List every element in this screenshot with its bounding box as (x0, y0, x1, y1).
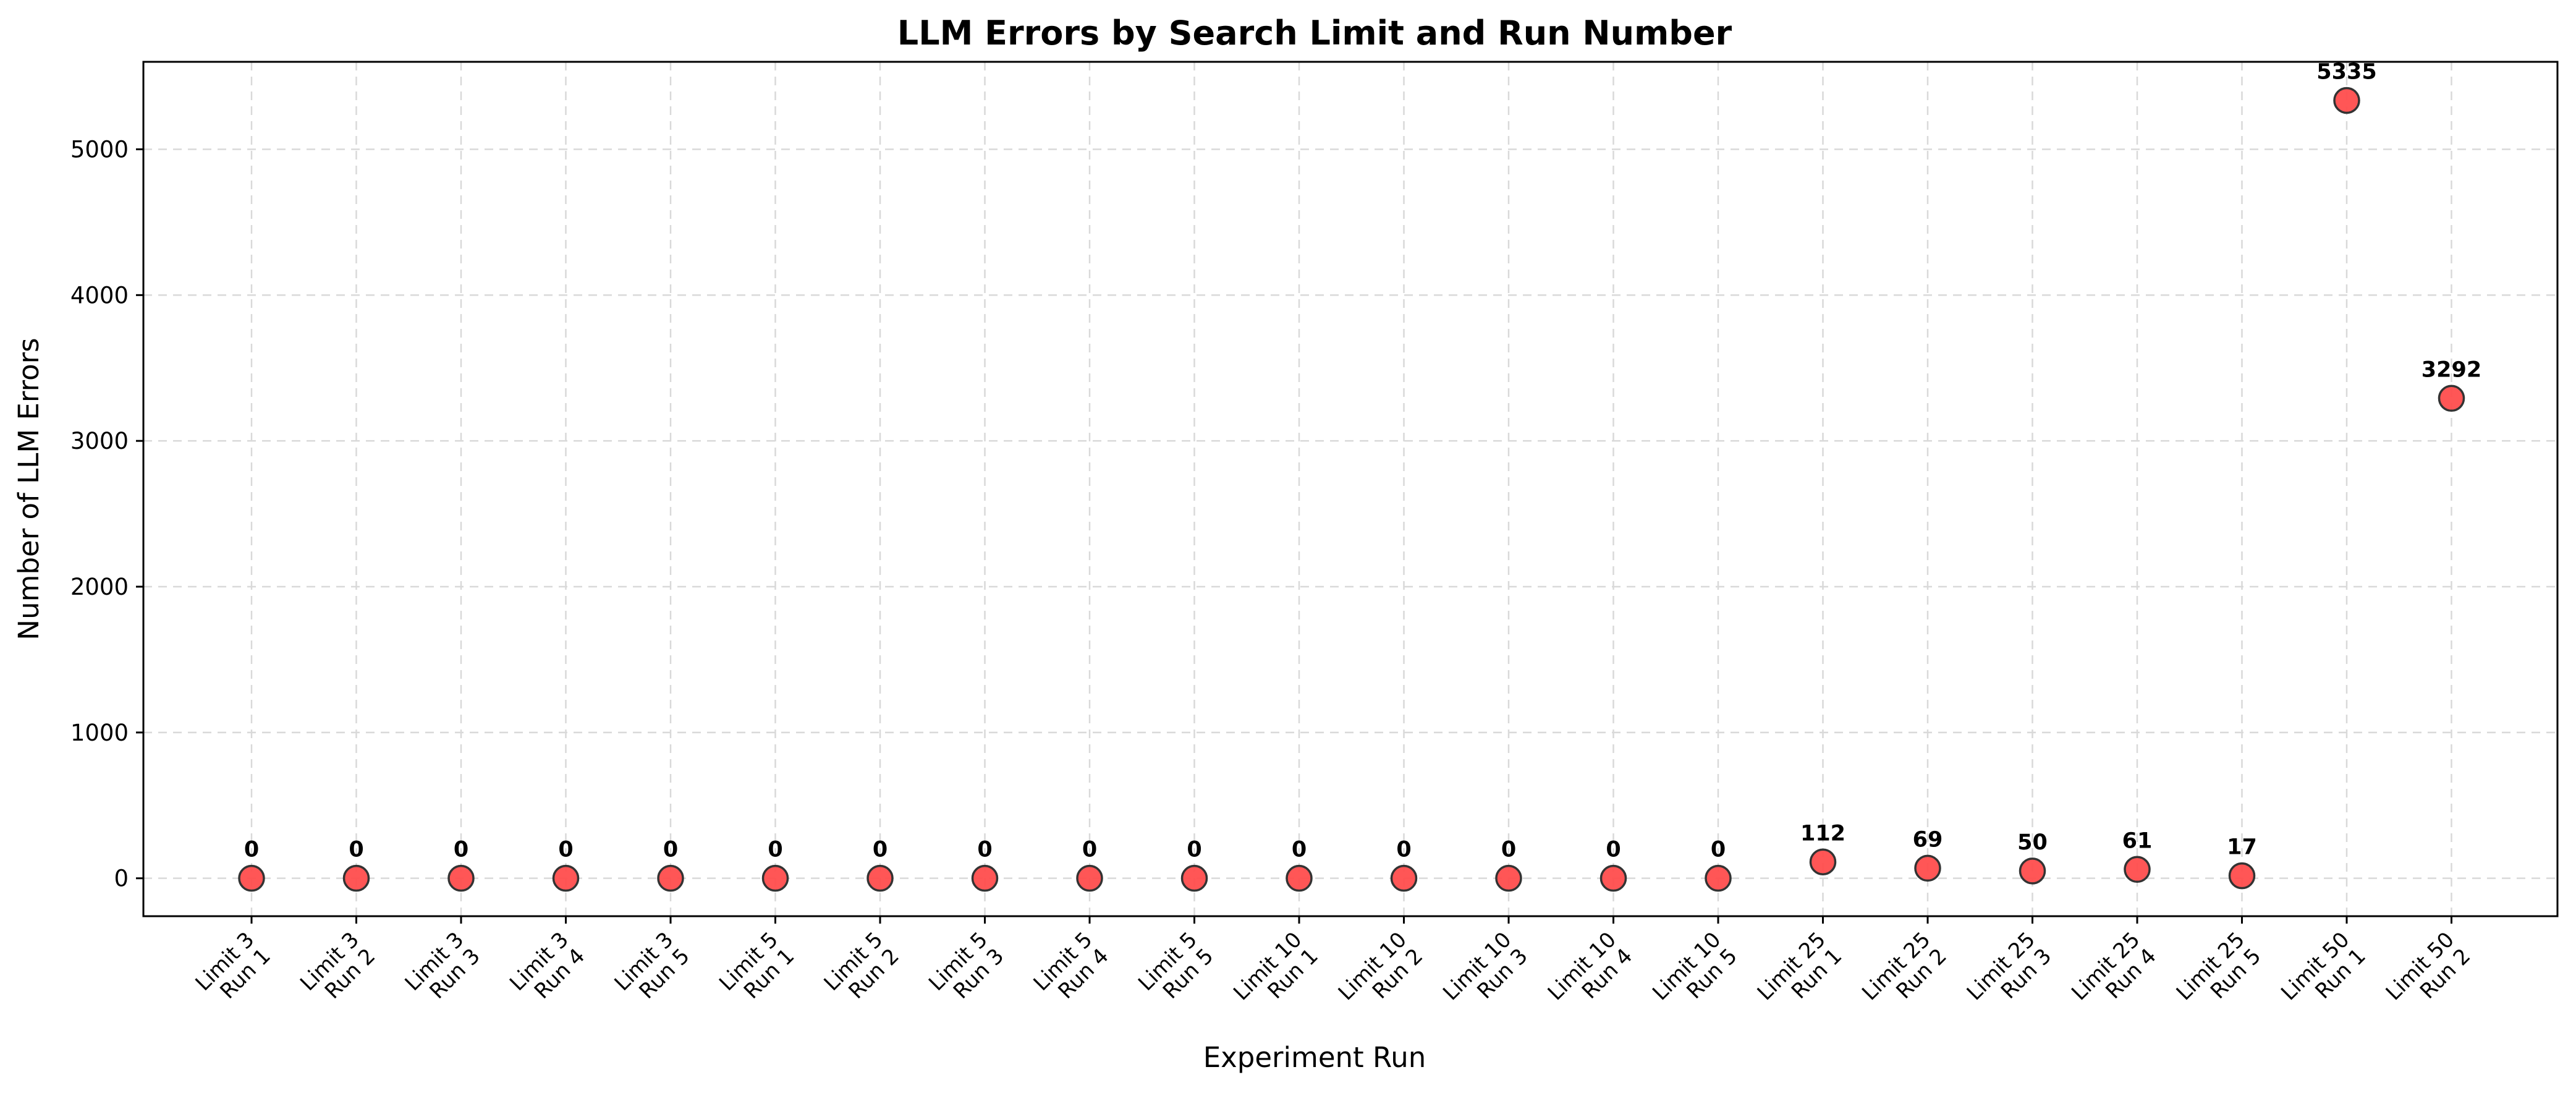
data-point (1705, 864, 1732, 892)
y-axis-ticks: 0 1000 2000 3000 4000 5000 (70, 137, 143, 892)
data-point (866, 864, 894, 892)
data-label: 5335 (2316, 59, 2376, 84)
y-tick-label: 4000 (70, 282, 129, 308)
data-label: 0 (1082, 838, 1097, 862)
data-label: 0 (1292, 838, 1307, 862)
data-point (1495, 864, 1522, 892)
y-tick-label: 0 (114, 865, 129, 892)
data-label: 61 (2122, 828, 2153, 853)
chart-title: LLM Errors by Search Limit and Run Numbe… (897, 14, 1732, 53)
data-point (2333, 87, 2360, 114)
data-point (552, 864, 580, 892)
y-tick-label: 1000 (70, 720, 129, 746)
y-tick-label: 3000 (70, 428, 129, 454)
data-label: 0 (1187, 838, 1201, 862)
data-label: 0 (1396, 838, 1411, 862)
y-axis-label: Number of LLM Errors (12, 338, 45, 640)
data-label: 0 (349, 838, 363, 862)
data-label: 112 (1800, 821, 1845, 846)
data-point (761, 864, 789, 892)
data-labels: 0 0 0 0 0 0 0 0 0 0 0 0 0 0 0 112 69 50 61 17 5335 3292 (244, 59, 2481, 862)
data-point (1390, 864, 1418, 892)
data-point (1180, 864, 1208, 892)
data-point (1599, 864, 1627, 892)
data-points (238, 87, 2465, 892)
data-label: 0 (1501, 838, 1516, 862)
data-label: 0 (663, 838, 678, 862)
data-label: 0 (873, 838, 888, 862)
data-label: 0 (1711, 838, 1726, 862)
data-label: 0 (244, 838, 259, 862)
data-point (1076, 864, 1103, 892)
data-label: 0 (1606, 838, 1621, 862)
data-point (2228, 862, 2256, 890)
data-label: 0 (768, 838, 782, 862)
y-tick-label: 5000 (70, 137, 129, 163)
data-point (1286, 864, 1313, 892)
data-point (971, 864, 999, 892)
x-axis-label: Experiment Run (1203, 1041, 1426, 1074)
data-point (238, 864, 265, 892)
data-label: 0 (454, 838, 468, 862)
data-point (2124, 856, 2151, 883)
y-tick-label: 2000 (70, 574, 129, 600)
data-point (2019, 857, 2046, 885)
data-point (1914, 854, 1941, 882)
data-point (342, 864, 370, 892)
grid-lines (143, 62, 2557, 916)
data-label: 0 (558, 838, 573, 862)
plot-area-frame (142, 61, 2559, 917)
data-label: 3292 (2421, 357, 2481, 382)
data-point (657, 864, 684, 892)
data-label: 50 (2017, 830, 2048, 855)
data-point (2438, 385, 2465, 412)
data-label: 17 (2227, 835, 2257, 860)
data-point (447, 864, 475, 892)
data-label: 69 (1913, 827, 1943, 852)
data-point (1809, 848, 1837, 876)
data-label: 0 (977, 838, 992, 862)
